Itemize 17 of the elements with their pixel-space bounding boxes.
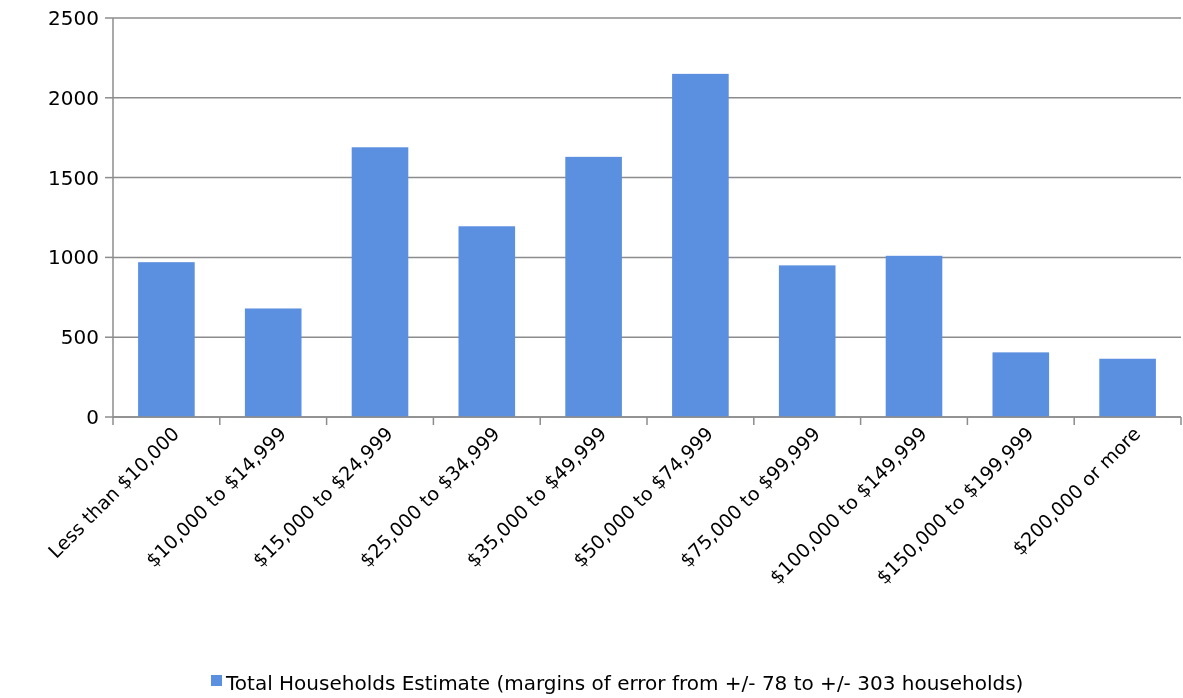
bar	[1099, 358, 1156, 417]
bar	[672, 73, 729, 417]
bar	[458, 226, 516, 417]
bar	[992, 352, 1050, 417]
y-tick-label: 1500	[48, 165, 99, 190]
y-tick-label: 0	[86, 405, 99, 429]
y-tick-label: 2500	[48, 6, 99, 30]
bar	[138, 262, 195, 417]
y-tick-label: 1000	[48, 245, 99, 270]
y-tick-label: 2000	[48, 85, 99, 110]
bar	[885, 255, 943, 417]
bar	[778, 265, 836, 417]
bar	[565, 156, 622, 417]
y-tick-label: 500	[60, 325, 99, 350]
legend-label: Total Households Estimate (margins of error from +/- 78 to +/- 303 households)	[225, 671, 1024, 695]
bar	[244, 308, 302, 417]
bar	[351, 147, 409, 417]
